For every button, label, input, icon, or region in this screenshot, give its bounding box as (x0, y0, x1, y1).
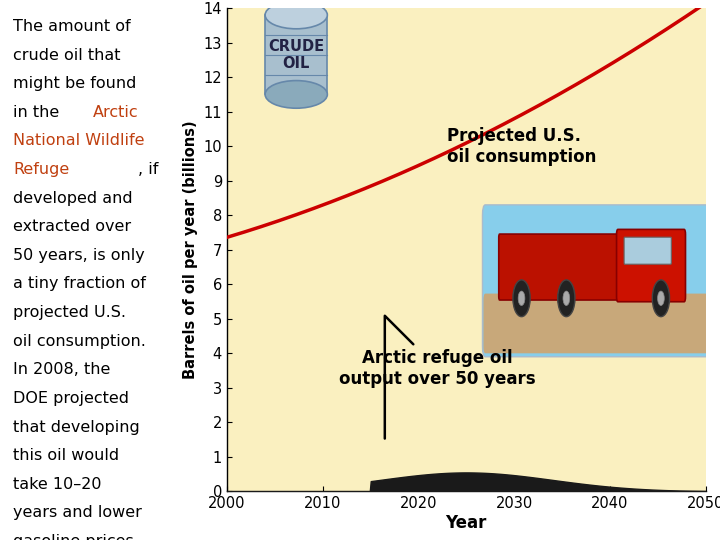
X-axis label: Year: Year (446, 514, 487, 532)
Ellipse shape (513, 280, 530, 316)
Text: Arctic refuge oil
output over 50 years: Arctic refuge oil output over 50 years (339, 316, 536, 438)
Text: 50 years, is only: 50 years, is only (13, 248, 145, 263)
Text: DOE projected: DOE projected (13, 391, 129, 406)
Text: a tiny fraction of: a tiny fraction of (13, 276, 146, 292)
Ellipse shape (518, 291, 525, 306)
Text: , if: , if (138, 162, 158, 177)
Text: Refuge: Refuge (13, 162, 69, 177)
FancyBboxPatch shape (482, 205, 708, 357)
FancyBboxPatch shape (624, 237, 671, 264)
Ellipse shape (657, 291, 665, 306)
Polygon shape (265, 15, 328, 94)
Text: oil consumption.: oil consumption. (13, 334, 146, 349)
Text: extracted over: extracted over (13, 219, 131, 234)
Text: years and lower: years and lower (13, 505, 142, 521)
Y-axis label: Barrels of oil per year (billions): Barrels of oil per year (billions) (183, 120, 198, 379)
FancyBboxPatch shape (483, 294, 708, 353)
Text: that developing: that developing (13, 420, 140, 435)
Text: National Wildlife: National Wildlife (13, 133, 145, 148)
Ellipse shape (652, 280, 670, 316)
Text: projected U.S.: projected U.S. (13, 305, 126, 320)
Text: might be found: might be found (13, 76, 137, 91)
Text: Projected U.S.
oil consumption: Projected U.S. oil consumption (447, 127, 596, 166)
Ellipse shape (563, 291, 570, 306)
Text: CRUDE
OIL: CRUDE OIL (268, 38, 324, 71)
Ellipse shape (265, 1, 328, 29)
Text: The amount of: The amount of (13, 19, 131, 34)
Text: developed and: developed and (13, 191, 132, 206)
Text: crude oil that: crude oil that (13, 48, 121, 63)
Ellipse shape (265, 80, 328, 108)
Text: gasoline prices: gasoline prices (13, 534, 134, 540)
Text: In 2008, the: In 2008, the (13, 362, 111, 377)
Ellipse shape (558, 280, 575, 316)
Text: take 10–20: take 10–20 (13, 477, 102, 492)
Text: in the: in the (13, 105, 65, 120)
FancyBboxPatch shape (499, 234, 622, 300)
Text: Arctic: Arctic (94, 105, 139, 120)
Text: this oil would: this oil would (13, 448, 120, 463)
FancyBboxPatch shape (616, 230, 685, 302)
